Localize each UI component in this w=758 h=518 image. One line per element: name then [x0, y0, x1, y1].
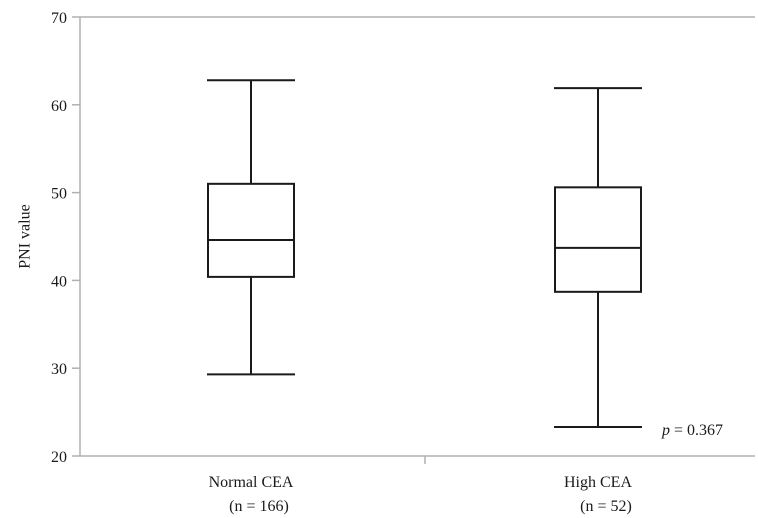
axes	[79, 16, 755, 464]
y-tick-label: 70	[51, 10, 67, 27]
y-tick-label: 50	[51, 186, 67, 203]
y-tick-label: 30	[51, 361, 67, 378]
p-value-text: = 0.367	[670, 422, 723, 439]
y-ticks: 20 30 40 50 60 70	[51, 10, 80, 466]
box-plot-normal-cea	[207, 79, 295, 376]
boxes	[207, 79, 642, 429]
iqr-box	[554, 186, 642, 293]
box-plot-high-cea	[554, 87, 642, 429]
x-category-sample-size: (n = 52)	[580, 498, 632, 515]
y-tick-label: 20	[51, 449, 67, 466]
x-category-sample-size: (n = 166)	[229, 498, 289, 515]
p-value-annotation: p = 0.367	[661, 422, 723, 439]
y-tick-label: 40	[51, 273, 67, 290]
x-category-label: High CEA	[564, 474, 632, 491]
y-axis-label: PNI value	[17, 204, 34, 268]
x-category-labels: Normal CEA (n = 166) High CEA (n = 52)	[209, 474, 633, 515]
x-category-label: Normal CEA	[209, 474, 294, 491]
p-value-symbol: p	[661, 422, 670, 439]
y-tick-label: 60	[51, 98, 67, 115]
iqr-box	[207, 182, 295, 278]
